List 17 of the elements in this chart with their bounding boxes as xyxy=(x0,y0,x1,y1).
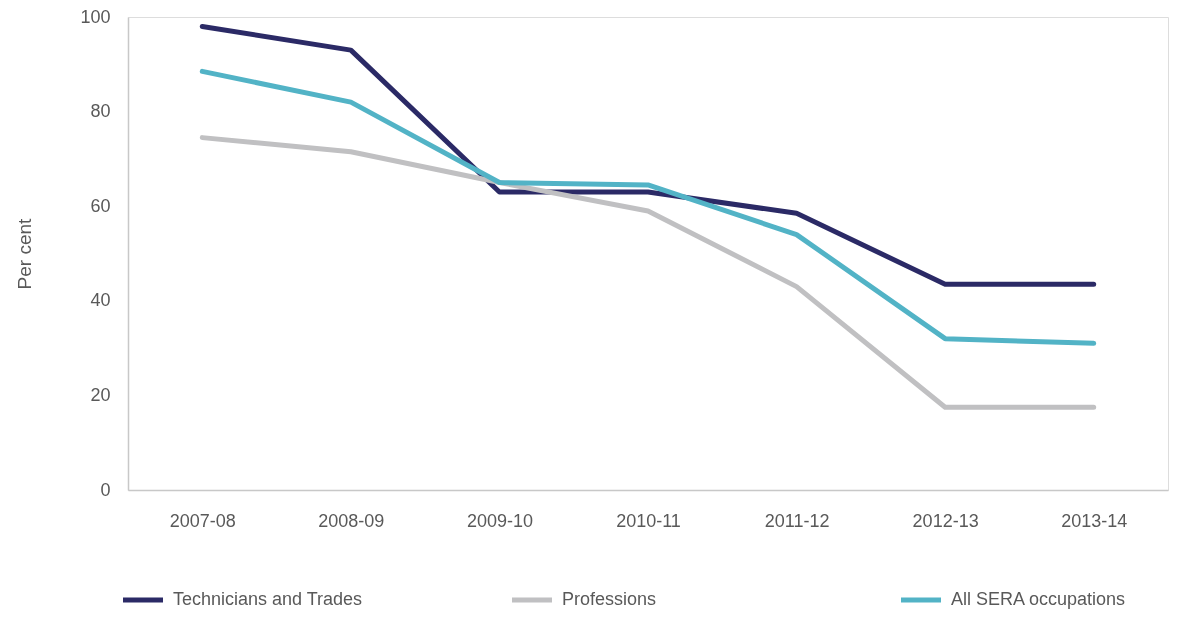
y-tick-label: 20 xyxy=(90,384,111,405)
y-tick-label: 0 xyxy=(100,479,111,500)
y-tick-label: 40 xyxy=(90,290,111,311)
x-tick-label: 2007-08 xyxy=(169,510,236,531)
y-axis-title: Per cent xyxy=(14,217,36,290)
x-tick-label: 2011-12 xyxy=(764,510,830,531)
legend-label: Professions xyxy=(562,589,657,609)
x-tick-label: 2009-10 xyxy=(466,510,533,531)
x-tick-label: 2013-14 xyxy=(1061,510,1128,531)
y-tick-label: 100 xyxy=(80,6,111,27)
legend-label: Technicians and Trades xyxy=(173,589,363,609)
y-tick-label: 60 xyxy=(90,195,111,216)
x-tick-label: 2008-09 xyxy=(318,510,385,531)
x-tick-label: 2012-13 xyxy=(912,510,979,531)
legend-label: All SERA occupations xyxy=(951,589,1126,609)
y-tick-label: 80 xyxy=(90,101,111,122)
x-tick-label: 2010-11 xyxy=(616,510,681,531)
